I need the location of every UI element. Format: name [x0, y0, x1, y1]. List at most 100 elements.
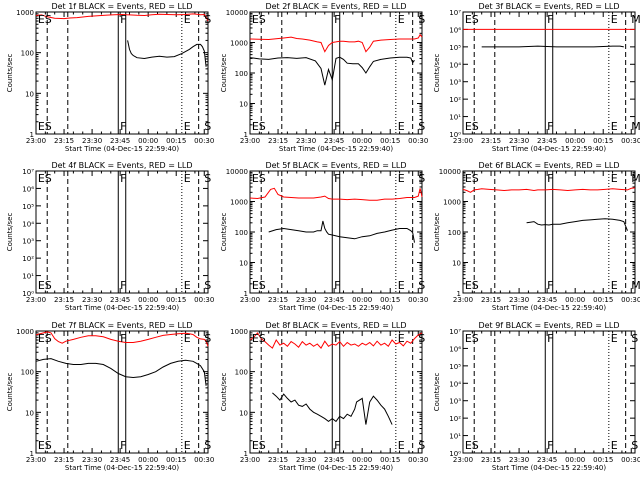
y-tick-label: 10⁰	[22, 290, 34, 298]
x-tick-label: 23:15	[268, 296, 288, 304]
marker-label-top: S	[418, 13, 425, 26]
marker-label-bottom: F	[120, 439, 126, 452]
marker-label-top: ES	[252, 13, 266, 26]
y-tick-label: 10	[452, 260, 461, 268]
plot-panel-1f: Det 1f BLACK = Events, RED = LLD Counts/s…	[6, 2, 214, 153]
x-axis-label: Start Time (04-Dec-15 22:59:40)	[279, 464, 393, 472]
marker-label-top: ES	[465, 172, 479, 185]
x-tick-label: 23:45	[324, 137, 344, 145]
plot-title: Det 2f BLACK = Events, RED = LLD	[265, 2, 406, 11]
y-tick-label: 10⁷	[449, 328, 461, 336]
marker-label-top: E	[398, 332, 405, 345]
x-tick-label: 00:30	[621, 137, 640, 145]
y-tick-label: 10¹	[22, 273, 34, 281]
x-tick-label: 00:00	[138, 296, 158, 304]
marker-label-bottom: ES	[252, 120, 266, 133]
y-axis-label: Counts/sec	[433, 54, 441, 93]
y-tick-label: 10⁴	[449, 380, 461, 388]
marker-label-bottom: S	[418, 439, 425, 452]
y-tick-label: 10	[239, 260, 248, 268]
x-tick-label: 00:00	[565, 456, 585, 464]
x-tick-label: 00:15	[380, 296, 400, 304]
marker-label-top: S	[418, 332, 425, 345]
x-tick-label: 00:00	[352, 137, 372, 145]
y-tick-label: 100	[448, 229, 461, 237]
plot-title: Det 7f BLACK = Events, RED = LLD	[51, 321, 192, 330]
y-tick-label: 10⁴	[22, 220, 34, 228]
y-tick-label: 10000	[226, 9, 248, 17]
y-tick-label: 10	[25, 90, 34, 98]
plot-title: Det 8f BLACK = Events, RED = LLD	[265, 321, 406, 330]
y-tick-label: 10	[25, 409, 34, 417]
x-tick-label: 23:30	[82, 456, 102, 464]
x-tick-label: 00:30	[194, 137, 214, 145]
events-series-line	[268, 220, 415, 243]
y-tick-label: 10²	[449, 96, 461, 104]
marker-label-top: F	[334, 332, 340, 345]
y-tick-label: 10000	[439, 168, 461, 176]
x-tick-label: 23:45	[537, 456, 557, 464]
x-tick-label: 23:45	[110, 296, 130, 304]
x-tick-label: 00:15	[593, 296, 613, 304]
x-tick-label: 23:45	[324, 296, 344, 304]
x-tick-label: 00:15	[166, 456, 186, 464]
x-tick-label: 00:00	[352, 296, 372, 304]
x-tick-label: 23:15	[481, 456, 501, 464]
lld-series-line	[35, 331, 209, 347]
marker-label-top: ES	[252, 332, 266, 345]
x-tick-label: 23:45	[537, 296, 557, 304]
x-tick-label: 23:00	[453, 137, 473, 145]
x-tick-label: 00:15	[593, 137, 613, 145]
x-tick-label: 23:15	[481, 137, 501, 145]
x-tick-label: 00:00	[565, 296, 585, 304]
marker-label-top: F	[334, 13, 340, 26]
x-tick-label: 00:30	[408, 296, 428, 304]
marker-label-bottom: ES	[465, 120, 479, 133]
y-tick-label: 10⁷	[22, 168, 34, 176]
y-tick-label: 1000	[230, 328, 248, 336]
events-series-line	[272, 392, 393, 425]
events-series-line	[526, 218, 628, 231]
x-tick-label: 23:00	[26, 296, 46, 304]
marker-label-bottom: E	[184, 279, 191, 292]
plot-title: Det 4f BLACK = Events, RED = LLD	[51, 161, 192, 170]
lld-series-line	[35, 13, 209, 22]
plot-panel-8f: Det 8f BLACK = Events, RED = LLD Counts/s…	[220, 321, 428, 472]
marker-label-top: ES	[38, 13, 52, 26]
marker-label-top: F	[120, 172, 126, 185]
plot-panel-2f: Det 2f BLACK = Events, RED = LLD Counts/s…	[220, 2, 428, 153]
marker-label-top: ES	[465, 13, 479, 26]
y-tick-label: 10¹	[449, 433, 461, 441]
marker-label-bottom: E	[398, 439, 405, 452]
x-tick-label: 23:00	[26, 137, 46, 145]
events-series-line	[481, 45, 624, 48]
marker-label-top: F	[120, 13, 126, 26]
marker-label-bottom: F	[120, 279, 126, 292]
y-tick-label: 10²	[22, 255, 34, 263]
marker-label-top: ES	[38, 172, 52, 185]
y-axis-label: Counts/sec	[220, 213, 228, 252]
marker-label-top: E	[611, 332, 618, 345]
y-tick-label: 1000	[16, 9, 34, 17]
marker-label-top: M	[631, 13, 640, 26]
lld-series-line	[249, 33, 423, 53]
x-tick-label: 00:00	[565, 137, 585, 145]
y-tick-label: 10000	[226, 168, 248, 176]
marker-label-bottom: E	[611, 439, 618, 452]
marker-label-top: S	[204, 172, 211, 185]
x-tick-label: 00:30	[194, 456, 214, 464]
plot-panel-9f: Det 9f BLACK = Events, RED = LLD Counts/s…	[433, 321, 640, 472]
y-tick-label: 10⁵	[22, 203, 34, 211]
y-tick-label: 100	[21, 369, 34, 377]
marker-label-bottom: S	[204, 439, 211, 452]
x-tick-label: 00:15	[166, 137, 186, 145]
y-tick-label: 10⁰	[449, 131, 461, 139]
y-tick-label: 10⁶	[449, 345, 461, 353]
marker-label-top: F	[334, 172, 340, 185]
marker-label-bottom: F	[334, 120, 340, 133]
marker-label-top: ES	[465, 332, 479, 345]
marker-label-bottom: F	[120, 120, 126, 133]
plot-title: Det 6f BLACK = Events, RED = LLD	[478, 161, 619, 170]
marker-label-bottom: S	[418, 120, 425, 133]
marker-label-top: E	[184, 13, 191, 26]
